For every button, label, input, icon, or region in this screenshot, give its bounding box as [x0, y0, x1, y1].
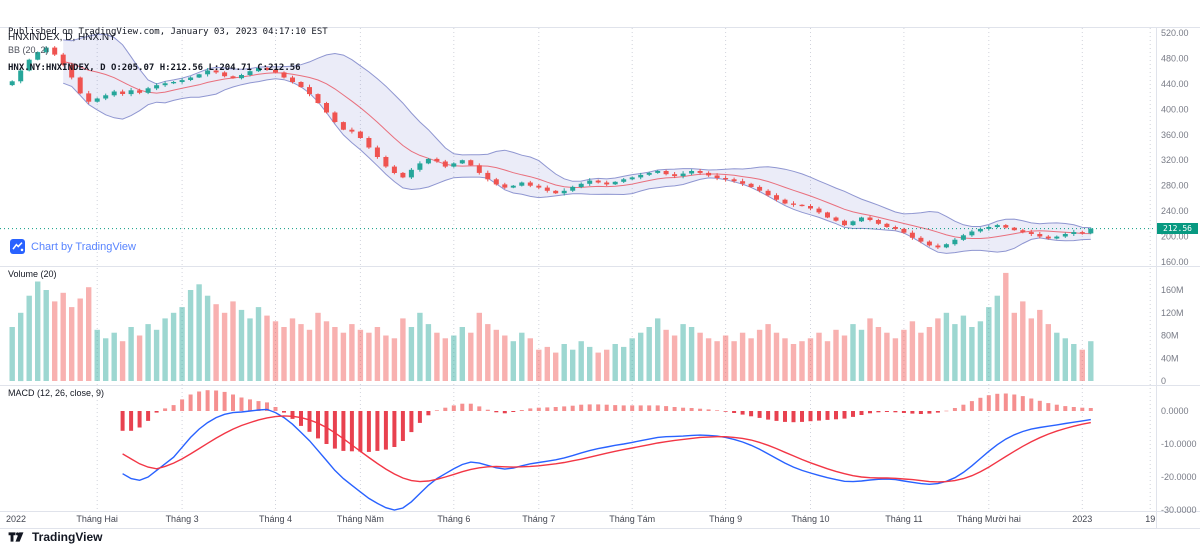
macd-axis-label: 0.0000 [1161, 406, 1189, 416]
macd-axis: 0.0000 -10.0000 -20.0000 -30.0000 [1161, 406, 1197, 515]
time-axis-label: Tháng 4 [259, 514, 292, 524]
macd-signal-line [122, 415, 1091, 483]
macd-axis-label: -20.0000 [1161, 472, 1197, 482]
price-axis-label: 440.00 [1161, 79, 1189, 89]
published-line: Published on TradingView.com, January 03… [8, 27, 328, 37]
tradingview-watermark-icon [10, 239, 25, 254]
macd-axis-label: -30.0000 [1161, 505, 1197, 515]
time-axis-label: 2022 [6, 514, 26, 524]
candlestick-series [9, 46, 1094, 249]
time-axis: 2022 Tháng Hai Tháng 3 Tháng 4 Tháng Năm Thán… [6, 514, 1155, 524]
price-axis-label: 400.00 [1161, 104, 1189, 114]
time-axis-label: Tháng 10 [791, 514, 829, 524]
volume-axis-label: 80M [1161, 331, 1179, 341]
volume-axis-label: 40M [1161, 353, 1179, 363]
tradingview-footer-logo-icon [8, 532, 24, 542]
time-axis-label: 19 [1145, 514, 1155, 524]
tradingview-footer-link[interactable]: TradingView [8, 530, 102, 544]
volume-bars [9, 272, 1094, 382]
month-gridlines [96, 28, 1151, 511]
macd-legend: MACD (12, 26, close, 9) [8, 388, 105, 398]
volume-legend: Volume (20) [8, 269, 57, 279]
time-axis-label: Tháng Tám [609, 514, 655, 524]
time-axis-label: Tháng 11 [885, 514, 922, 524]
footer-brand-label: TradingView [32, 530, 103, 544]
watermark-label: Chart by TradingView [31, 240, 136, 253]
time-axis-label: Tháng Hai [76, 514, 118, 524]
macd-axis-label: -10.0000 [1161, 439, 1197, 449]
price-axis-label: 360.00 [1161, 130, 1189, 140]
chart-by-tradingview-link[interactable]: Chart by TradingView [10, 239, 136, 254]
time-axis-label: Tháng 7 [522, 514, 555, 524]
price-axis-label: 480.00 [1161, 53, 1189, 63]
main-legend-symbol: HNXINDEX, D, HNX.NY [8, 32, 116, 43]
volume-axis-label: 0 [1161, 376, 1166, 386]
bb-legend: BB (20, 2) [8, 45, 49, 55]
time-axis-label: Tháng 3 [166, 514, 199, 524]
volume-axis-label: 160M [1161, 285, 1184, 295]
price-axis-label: 240.00 [1161, 206, 1189, 216]
price-axis-label: 200.00 [1161, 232, 1189, 242]
last-price-badge: 212.56 [1157, 223, 1198, 234]
panel-separators [0, 27, 1200, 529]
main-panel-legend: HNXINDEX, D, HNX.NY BB (20, 2) [8, 31, 116, 57]
price-axis-label: 160.00 [1161, 257, 1189, 267]
volume-axis: 160M 120M 80M 40M 0 [1161, 285, 1184, 386]
time-axis-label: Tháng 6 [437, 514, 470, 524]
time-axis-label: Tháng 9 [709, 514, 742, 524]
time-axis-label: Tháng Năm [337, 514, 384, 524]
footer-bar: TradingView [0, 529, 1200, 547]
symbol-ohlc-line: HNX.NY:HNXINDEX, D O:205.07 H:212.56 L:2… [8, 63, 301, 73]
price-axis-label: 320.00 [1161, 155, 1189, 165]
price-axis-label: 280.00 [1161, 181, 1189, 191]
macd-histogram [120, 390, 1093, 452]
time-axis-label: Tháng Mười hai [957, 514, 1021, 524]
price-axis: 520.00 480.00 440.00 400.00 360.00 320.00 280.… [1161, 28, 1189, 267]
price-axis-label: 520.00 [1161, 28, 1189, 38]
volume-axis-label: 120M [1161, 308, 1184, 318]
macd-line [122, 408, 1091, 511]
snapshot-header: Published on TradingView.com, January 03… [8, 2, 328, 98]
time-axis-label: 2023 [1072, 514, 1092, 524]
